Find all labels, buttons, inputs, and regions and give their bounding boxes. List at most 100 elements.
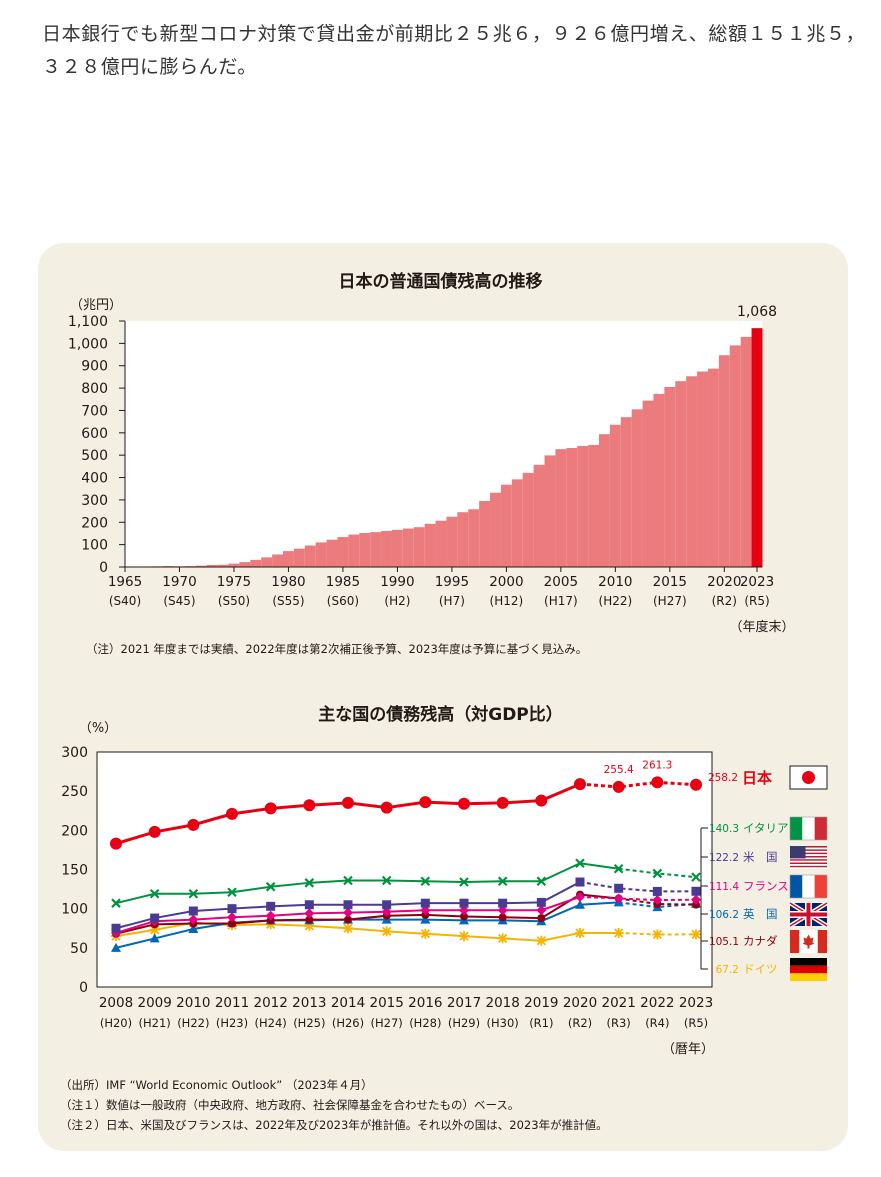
line-y-tick-label: 50 <box>70 941 88 957</box>
line-x-era-label: (H21) <box>139 1016 171 1030</box>
line-x-tick-label: 2014 <box>331 995 365 1011</box>
bar <box>577 446 589 567</box>
line-marker <box>110 837 122 850</box>
line-marker <box>575 927 585 938</box>
legend-value: 140.3 <box>709 823 739 835</box>
line-marker <box>690 778 702 791</box>
line-marker <box>304 920 315 931</box>
bar-y-tick-label: 200 <box>81 515 108 531</box>
bar-x-tick-label: 1970 <box>162 574 196 590</box>
line-marker <box>536 897 546 907</box>
bar <box>653 393 665 567</box>
bar-y-tick-label: 0 <box>99 560 108 576</box>
bar-x-tick-label: 2000 <box>489 574 523 590</box>
line-x-tick-label: 2021 <box>601 995 635 1011</box>
bar-highlight-label: 1,068 <box>737 304 777 320</box>
line-marker <box>188 906 198 916</box>
bar <box>435 520 447 567</box>
line-marker <box>381 926 392 937</box>
line-x-era-label: (R4) <box>645 1016 669 1030</box>
series-usa <box>111 877 701 933</box>
line-marker <box>265 881 276 892</box>
line-x-era-label: (H23) <box>216 1016 248 1030</box>
line-marker <box>187 818 200 831</box>
line-marker <box>575 899 585 909</box>
line-marker <box>381 906 392 917</box>
line-x-tick-label: 2016 <box>408 995 442 1011</box>
line-marker <box>343 900 353 910</box>
line-x-tick-label: 2015 <box>369 995 403 1011</box>
line-marker <box>459 877 469 887</box>
line-marker <box>652 895 663 906</box>
line-x-tick-label: 2018 <box>485 995 519 1011</box>
line-x-tick-label: 2008 <box>99 995 133 1011</box>
line-marker <box>382 900 392 910</box>
line-marker <box>575 858 585 869</box>
series-point-label: 255.4 <box>604 764 634 776</box>
legend-name: 日本 <box>742 769 772 787</box>
line-marker <box>305 915 314 924</box>
line-marker <box>266 901 276 911</box>
germany-flag-icon <box>790 958 827 981</box>
line-x-tick-label: 2013 <box>292 995 326 1011</box>
legend-value: 106.2 <box>709 909 739 921</box>
legend-value: 67.2 <box>716 964 739 976</box>
intro-paragraph: 日本銀行でも新型コロナ対策で貸出金が前期比２５兆６，９２６億円増え、総額１５１兆… <box>42 23 866 78</box>
bar <box>599 434 610 567</box>
line-marker <box>420 898 430 908</box>
line-marker <box>228 919 236 928</box>
bar <box>446 516 458 567</box>
bar-x-tick-label: 1975 <box>217 574 251 590</box>
bar <box>555 449 567 567</box>
bar <box>697 371 708 567</box>
bar-y-tick-label: 1,100 <box>68 314 108 330</box>
line-marker <box>459 931 469 942</box>
bar <box>609 424 621 567</box>
bar <box>457 512 469 567</box>
line-marker <box>612 780 625 793</box>
line-x-era-label: (H22) <box>177 1016 209 1030</box>
bar <box>315 542 327 567</box>
line-x-era-label: (R5) <box>684 1016 708 1030</box>
line-x-era-label: (H20) <box>100 1016 132 1030</box>
line-x-era-label: (H30) <box>487 1016 519 1030</box>
line-marker <box>343 923 353 934</box>
bar <box>500 484 512 567</box>
series-point-label: 261.3 <box>642 759 672 771</box>
bar <box>195 565 207 567</box>
bar-x-era-label: (H27) <box>653 594 687 608</box>
bar-y-tick-label: 700 <box>81 403 108 419</box>
line-x-tick-label: 2023 <box>679 995 713 1011</box>
legend-name: フランス <box>743 879 789 893</box>
japan-flag-icon <box>789 765 828 790</box>
bar-x-era-label: (H7) <box>439 594 465 608</box>
bar-y-axis-title: （兆円） <box>70 298 122 313</box>
series-japan: 255.4 261.3 <box>110 759 702 850</box>
italy-flag-icon <box>789 816 828 841</box>
bar <box>566 448 578 567</box>
bar-x-era-label: (S40) <box>109 594 141 608</box>
line-marker <box>497 876 508 887</box>
line-marker <box>613 927 624 938</box>
bar-x-era-label: (S45) <box>163 594 195 608</box>
bar-x-era-label: (H2) <box>384 594 410 608</box>
gdp-chart-note-1: （注１）数値は一般政府（中央政府、地方政府、社会保障基金を合わせたもの）ベース。 <box>60 1098 520 1112</box>
line-marker <box>420 928 431 939</box>
bar-x-era-label: (S60) <box>327 594 359 608</box>
bar-x-tick-label: 2010 <box>598 574 632 590</box>
bar <box>664 386 676 567</box>
bar-x-tick-label: 2005 <box>544 574 578 590</box>
line-marker <box>304 878 315 888</box>
bar <box>337 537 349 567</box>
line-marker <box>691 872 701 882</box>
line-marker <box>574 778 586 791</box>
legend-value: 105.1 <box>709 936 739 948</box>
line-x-era-label: (R3) <box>607 1016 631 1030</box>
line-x-era-label: (R2) <box>568 1016 592 1030</box>
line-marker <box>651 776 664 789</box>
line-marker <box>652 886 662 896</box>
line-marker <box>149 933 160 943</box>
bar <box>326 539 338 567</box>
gdp-chart-title: 主な国の債務残高（対GDP比） <box>318 705 563 725</box>
bar <box>490 492 501 567</box>
